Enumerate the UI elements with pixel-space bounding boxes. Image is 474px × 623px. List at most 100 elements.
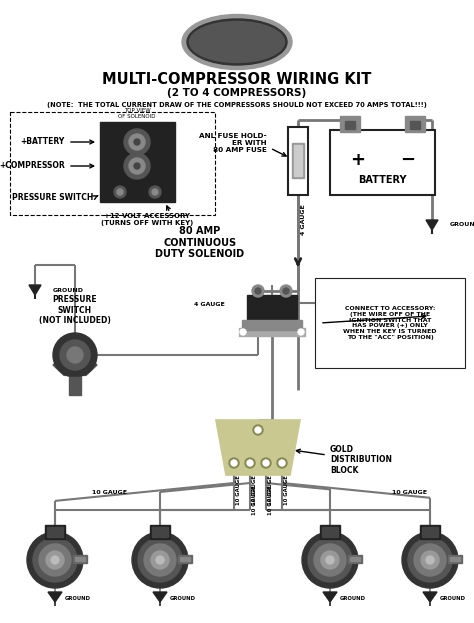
Circle shape (277, 458, 287, 468)
Circle shape (152, 189, 158, 195)
Text: 4 GAUGE: 4 GAUGE (194, 303, 225, 308)
Bar (405, 116, 425, 132)
Circle shape (253, 425, 263, 435)
Text: 10 GAUGE: 10 GAUGE (284, 475, 289, 505)
Text: CONNECT TO ACCESSORY:
(THE WIRE OFF OF THE
IGNITION SWITCH THAT
HAS POWER (+) ON: CONNECT TO ACCESSORY: (THE WIRE OFF OF T… (343, 306, 437, 340)
Circle shape (402, 532, 458, 588)
Circle shape (229, 458, 239, 468)
Circle shape (151, 551, 169, 569)
Text: MULTI-COMPRESSOR WIRING KIT: MULTI-COMPRESSOR WIRING KIT (102, 72, 372, 87)
Circle shape (129, 134, 145, 150)
Circle shape (132, 532, 188, 588)
Bar (45, 525, 65, 539)
Ellipse shape (190, 22, 284, 62)
Polygon shape (29, 285, 41, 295)
Circle shape (124, 153, 150, 179)
Text: +BATTERY: +BATTERY (21, 138, 65, 146)
Text: (NOTE:  THE TOTAL CURRENT DRAW OF THE COMPRESSORS SHOULD NOT EXCEED 70 AMPS TOTA: (NOTE: THE TOTAL CURRENT DRAW OF THE COM… (47, 102, 427, 108)
Bar (348, 555, 362, 563)
Circle shape (321, 551, 339, 569)
Circle shape (261, 458, 271, 468)
Circle shape (138, 538, 182, 582)
Bar (320, 525, 340, 539)
Text: GOLD
DISTRIBUTION
BLOCK: GOLD DISTRIBUTION BLOCK (330, 445, 392, 475)
Bar (422, 527, 438, 537)
Text: TOP VIEW
OF SOLENOID: TOP VIEW OF SOLENOID (118, 108, 156, 119)
Bar (47, 527, 63, 537)
Ellipse shape (187, 19, 287, 65)
Text: GROUND: GROUND (450, 222, 474, 227)
Circle shape (149, 186, 161, 198)
Circle shape (67, 347, 83, 363)
Text: (2 TO 4 COMPRESSORS): (2 TO 4 COMPRESSORS) (167, 88, 307, 98)
Ellipse shape (182, 14, 292, 70)
Bar (180, 557, 190, 561)
Circle shape (124, 129, 150, 155)
Text: −: − (401, 151, 416, 169)
Circle shape (255, 288, 261, 294)
Circle shape (314, 544, 346, 576)
Text: 559·486·5444: 559·486·5444 (208, 49, 266, 57)
Bar (315, 278, 465, 368)
Text: +: + (350, 151, 365, 169)
Bar (322, 527, 338, 537)
Bar (178, 555, 192, 563)
Circle shape (129, 158, 145, 174)
Bar (350, 557, 360, 561)
Circle shape (302, 532, 358, 588)
Text: 4 GAUGE: 4 GAUGE (301, 204, 306, 235)
Bar (288, 127, 308, 195)
Circle shape (252, 285, 264, 297)
Circle shape (421, 551, 439, 569)
Text: 10 GAUGE: 10 GAUGE (236, 475, 241, 505)
Text: 10 GAUGE: 10 GAUGE (92, 490, 128, 495)
Text: GROUND: GROUND (53, 287, 84, 293)
Text: PRESSURE
SWITCH
(NOT INCLUDED): PRESSURE SWITCH (NOT INCLUDED) (39, 295, 111, 325)
Circle shape (263, 460, 269, 466)
Circle shape (255, 427, 261, 433)
Circle shape (298, 329, 304, 335)
Circle shape (134, 139, 140, 145)
Polygon shape (423, 592, 437, 602)
Circle shape (426, 556, 434, 564)
Bar (345, 121, 355, 129)
Bar (10, 112, 215, 215)
Circle shape (240, 329, 246, 335)
Bar (330, 130, 435, 195)
Bar (450, 557, 460, 561)
Circle shape (60, 340, 90, 370)
Circle shape (308, 538, 352, 582)
Circle shape (117, 189, 123, 195)
Circle shape (408, 538, 452, 582)
Bar (150, 525, 170, 539)
Text: F: F (295, 155, 301, 165)
Text: 10 GAUGE: 10 GAUGE (268, 485, 273, 515)
Bar (340, 116, 360, 132)
Text: 10 GAUGE: 10 GAUGE (392, 490, 428, 495)
Circle shape (247, 460, 253, 466)
Bar (294, 145, 302, 176)
Polygon shape (48, 592, 62, 602)
Polygon shape (153, 592, 167, 602)
Text: 80 AMP
CONTINUOUS
DUTY SOLENOID: 80 AMP CONTINUOUS DUTY SOLENOID (155, 226, 245, 259)
Circle shape (283, 288, 289, 294)
Text: GROUND: GROUND (340, 596, 366, 601)
Circle shape (53, 333, 97, 377)
Circle shape (231, 460, 237, 466)
Circle shape (114, 186, 126, 198)
Text: +COMPRESSOR: +COMPRESSOR (0, 161, 65, 171)
Circle shape (144, 544, 176, 576)
Circle shape (39, 544, 71, 576)
Circle shape (134, 163, 140, 169)
Bar (75, 557, 85, 561)
Circle shape (279, 460, 285, 466)
Text: PRESSURE SWITCH: PRESSURE SWITCH (12, 193, 93, 201)
Text: ANL FUSE HOLD-
ER WITH
80 AMP FUSE: ANL FUSE HOLD- ER WITH 80 AMP FUSE (200, 133, 267, 153)
Polygon shape (53, 354, 97, 376)
Circle shape (280, 285, 292, 297)
Circle shape (245, 458, 255, 468)
Text: 10 GAUGE: 10 GAUGE (268, 475, 273, 505)
Bar (239, 328, 305, 336)
Text: GROUND: GROUND (440, 596, 466, 601)
Circle shape (51, 556, 59, 564)
